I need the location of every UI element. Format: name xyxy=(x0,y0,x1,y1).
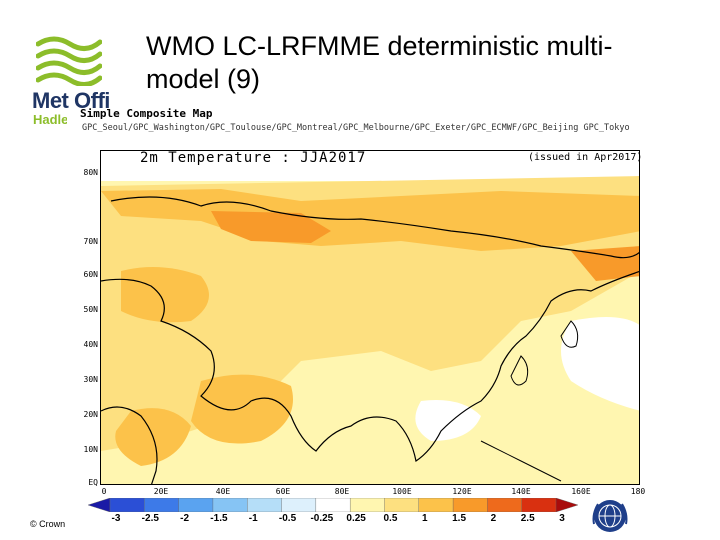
lon-label: 160E xyxy=(571,487,591,496)
colorbar-swatch xyxy=(144,498,180,512)
lon-label: 0 xyxy=(101,487,107,496)
logo-hadley-text: Hadley Centre xyxy=(33,112,67,127)
coastline-japan xyxy=(560,320,579,348)
colorbar-swatch xyxy=(315,498,351,512)
map-models-list: GPC_Seoul/GPC_Washington/GPC_Toulouse/GP… xyxy=(82,123,630,133)
colorbar-swatch xyxy=(555,498,578,512)
colorbar-tick-label: 3 xyxy=(559,513,565,524)
colorbar xyxy=(88,498,578,512)
colorbar-swatch xyxy=(281,498,317,512)
temperature-anomaly-map xyxy=(101,176,639,484)
lon-label: 20E xyxy=(153,487,169,496)
lat-label: 40N xyxy=(83,340,98,349)
colorbar-tick-label: 1.5 xyxy=(452,513,467,524)
map-field-15-2-east xyxy=(571,246,639,281)
colorbar-swatch xyxy=(109,498,145,512)
met-office-logo: Met Office Hadley Centre xyxy=(30,30,110,130)
lat-label: 10N xyxy=(83,445,98,454)
colorbar-swatch xyxy=(178,498,214,512)
map-field-1-15-arabia xyxy=(191,374,293,444)
colorbar-swatch xyxy=(88,498,111,512)
lat-label: 70N xyxy=(83,237,98,246)
lat-label: 50N xyxy=(83,305,98,314)
coastline-arctic xyxy=(110,196,639,259)
coastline-south-asia xyxy=(101,271,639,462)
colorbar-tick-label: 2.5 xyxy=(520,513,535,524)
copyright-text: © Crown xyxy=(30,519,66,529)
colorbar-swatch xyxy=(487,498,523,512)
colorbar-tick-label: -2 xyxy=(180,513,190,524)
map-header-title: Simple Composite Map xyxy=(80,107,213,120)
colorbar-tick-label: -0.5 xyxy=(278,513,297,524)
colorbar-tick-label: 2 xyxy=(490,513,497,524)
colorbar-swatch xyxy=(452,498,488,512)
map-title: 2m Temperature : JJA2017 xyxy=(140,150,367,166)
colorbar-swatch xyxy=(247,498,283,512)
lon-label: 120E xyxy=(452,487,472,496)
coastline-maritime xyxy=(480,440,562,482)
map-field-1-15-europe xyxy=(121,267,209,323)
map-issued-date: (issued in Apr2017) xyxy=(528,152,643,163)
coastline-africa xyxy=(101,406,158,484)
lat-label: EQ xyxy=(88,478,98,487)
lon-label: 60E xyxy=(275,487,291,496)
colorbar-tick-label: -1.5 xyxy=(210,513,228,524)
wmo-logo-icon xyxy=(592,500,628,532)
colorbar-swatch xyxy=(521,498,557,512)
colorbar-swatch xyxy=(349,498,385,512)
colorbar-tick-label: 1 xyxy=(421,513,428,524)
lon-label: 100E xyxy=(392,487,412,496)
map-frame xyxy=(100,150,640,485)
logo-met-office-text: Met Office xyxy=(32,88,110,113)
lat-label: 20N xyxy=(83,410,98,419)
met-office-waves-icon xyxy=(36,36,102,86)
colorbar-tick-label: -0.25 xyxy=(310,513,334,524)
lat-label: 80N xyxy=(83,168,98,177)
lon-label: 80E xyxy=(334,487,350,496)
colorbar-tick-label: 0.25 xyxy=(346,513,366,524)
colorbar-tick-label: -3 xyxy=(111,513,121,524)
colorbar-swatch xyxy=(418,498,454,512)
lat-label: 60N xyxy=(83,270,98,279)
colorbar-tick-label: 0.5 xyxy=(383,513,398,524)
colorbar-tick-label: -2.5 xyxy=(141,513,159,524)
colorbar-swatch xyxy=(212,498,248,512)
lon-label: 140E xyxy=(511,487,531,496)
coastline-taiwan xyxy=(510,355,529,386)
lon-label: 40E xyxy=(215,487,231,496)
map-field-neutral-pacific xyxy=(561,317,639,411)
colorbar-tick-label: -1 xyxy=(248,513,258,524)
slide-title: WMO LC-LRFMME deterministic multi-model … xyxy=(146,31,613,94)
colorbar-swatch xyxy=(384,498,420,512)
lat-label: 30N xyxy=(83,375,98,384)
lon-label: 180 xyxy=(630,487,646,496)
map-field-15-2-siberia xyxy=(211,211,331,243)
